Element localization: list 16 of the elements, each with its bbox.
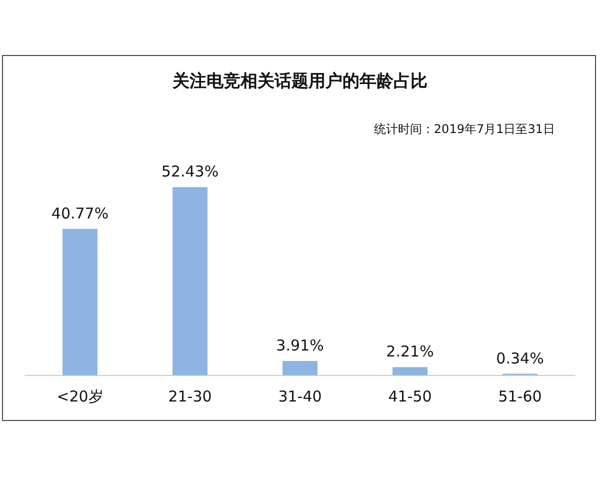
data-label: 3.91%	[276, 336, 324, 354]
bar	[62, 228, 98, 375]
bar	[172, 187, 208, 375]
data-label: 40.77%	[51, 204, 109, 222]
x-tick-label: <20岁	[56, 388, 104, 406]
x-tick-label: 21-30	[168, 388, 212, 406]
x-tick-label: 41-50	[388, 388, 432, 406]
x-tick-label: 31-40	[278, 388, 322, 406]
data-label: 0.34%	[496, 349, 544, 368]
bar	[282, 360, 318, 375]
chart-subtitle: 统计时间：2019年7月1日至31日	[374, 122, 555, 136]
data-label: 52.43%	[161, 162, 219, 181]
data-label: 2.21%	[386, 342, 434, 361]
bar	[392, 367, 428, 375]
x-tick-label: 51-60	[498, 388, 542, 406]
chart-title: 关注电竞相关话题用户的年龄占比	[172, 72, 428, 92]
